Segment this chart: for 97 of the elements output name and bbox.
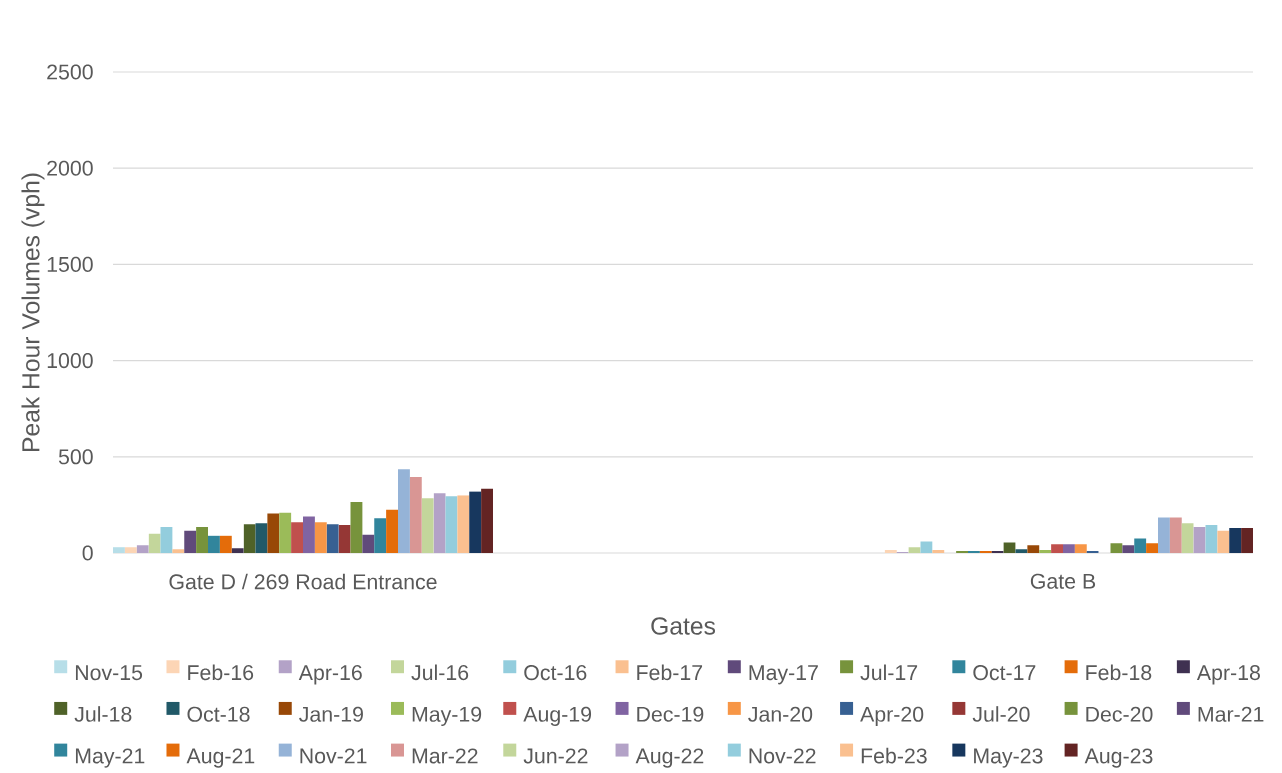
bar (124, 547, 137, 553)
bar (884, 550, 897, 553)
legend-label: May-17 (749, 665, 818, 685)
bar (1205, 525, 1218, 553)
bar (409, 476, 422, 553)
bar (457, 495, 470, 553)
legend-label: Jul-18 (74, 706, 132, 722)
legend-label: Apr-16 (298, 665, 362, 685)
bar (136, 545, 149, 553)
legend-label: Nov-22 (749, 748, 816, 764)
bar (243, 524, 256, 553)
y-tick-label: 500 (58, 449, 93, 465)
bar (255, 523, 268, 553)
legend-label: Jul-17 (860, 664, 918, 681)
bar (1181, 523, 1194, 553)
legend-label: Mar-21 (1198, 706, 1264, 722)
bar (148, 533, 161, 553)
bar (291, 522, 303, 553)
legend-label: Apr-20 (860, 706, 924, 727)
y-tick-label: 2000 (47, 160, 93, 176)
bar (1146, 543, 1159, 553)
legend-label: Nov-21 (300, 748, 367, 764)
bar (279, 512, 292, 553)
bar (920, 541, 933, 553)
y-tick-label: 1500 (47, 256, 93, 272)
bar (1241, 527, 1254, 553)
bar (1134, 538, 1147, 553)
legend-label: Aug-22 (635, 748, 704, 768)
bar (1039, 550, 1052, 553)
bar (386, 509, 398, 553)
legend-label: May-21 (75, 748, 145, 768)
legend-label: Jun-22 (523, 748, 588, 764)
bar (398, 469, 410, 553)
legend-label: Jul-20 (972, 706, 1030, 722)
bar (1003, 542, 1016, 553)
bar (1122, 545, 1135, 553)
bar (1027, 545, 1040, 553)
bar (113, 547, 125, 553)
bar (1169, 517, 1182, 553)
bar (1193, 527, 1206, 553)
legend-label: Aug-19 (523, 706, 592, 727)
y-tick-label: 1000 (47, 353, 93, 369)
bar (196, 527, 209, 553)
bar (433, 493, 446, 553)
legend-label: Mar-22 (412, 748, 478, 764)
legend-label: Oct-18 (187, 706, 250, 722)
bar (481, 488, 493, 553)
legend-label: Jan-19 (299, 706, 363, 722)
legend-label: Feb-17 (637, 664, 703, 681)
bar (362, 534, 375, 553)
bar (303, 516, 315, 553)
bar (326, 524, 339, 553)
bar (932, 550, 945, 553)
bar (267, 513, 280, 553)
legend-label: Feb-18 (1086, 664, 1152, 681)
bar (219, 535, 232, 553)
legend-label: May-23 (974, 748, 1043, 768)
bar (1063, 544, 1075, 553)
bar (208, 535, 220, 553)
legend-label: Nov-15 (75, 665, 143, 681)
bar (445, 496, 458, 553)
bar (1015, 549, 1028, 553)
y-axis-title: Peak Hour Volumes (vph) (21, 173, 45, 451)
bar (421, 498, 434, 553)
legend-label: Apr-18 (1196, 665, 1260, 685)
bar (1229, 527, 1242, 553)
legend-label: Dec-20 (1086, 706, 1153, 722)
legend-label: May-19 (412, 706, 482, 727)
legend-label: Oct-17 (973, 665, 1036, 681)
bar (350, 502, 363, 553)
y-tick-label: 2500 (47, 64, 93, 80)
bar (1074, 544, 1087, 553)
bar (908, 547, 921, 553)
legend-label: Jan-20 (748, 706, 813, 722)
bar (374, 518, 387, 553)
y-tick-label: 0 (82, 545, 93, 561)
bar (1110, 543, 1123, 553)
bar (160, 527, 173, 553)
legend-label: Oct-16 (524, 665, 587, 681)
x-tick-label: Gate B (1030, 573, 1096, 589)
legend-label: Feb-23 (861, 747, 927, 764)
bar (172, 549, 185, 553)
legend-label: Feb-16 (188, 664, 254, 681)
legend-label: Aug-23 (1084, 748, 1153, 768)
bar (231, 548, 244, 553)
legend-label: Jul-16 (411, 664, 469, 681)
legend-label: Aug-21 (186, 748, 255, 768)
x-tick-label: Gate D / 269 Road Entrance (169, 573, 437, 590)
bar (1217, 530, 1230, 553)
legend-label: Dec-19 (637, 706, 704, 722)
bar (469, 491, 482, 553)
x-axis-title: Gates (651, 617, 716, 635)
bar (338, 525, 351, 553)
bar (1051, 544, 1064, 553)
bar (314, 522, 327, 553)
bar (1158, 517, 1170, 553)
bar (184, 530, 197, 553)
